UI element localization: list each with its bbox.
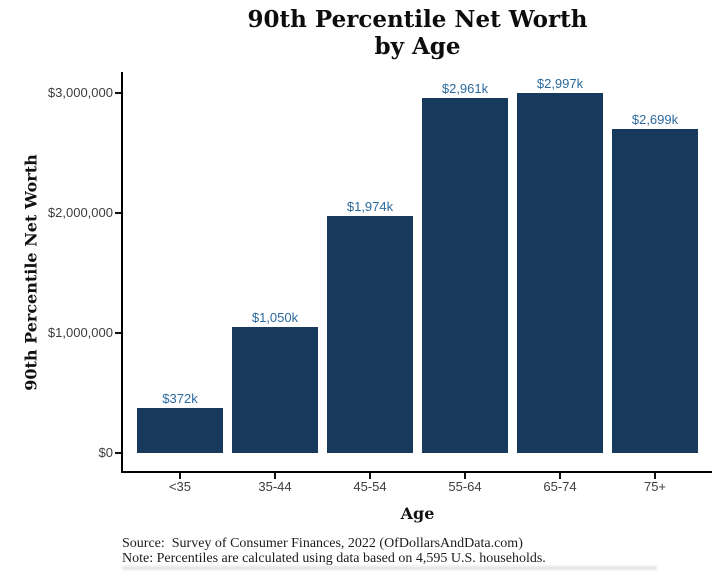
x-tick-label: 45-54: [353, 479, 387, 494]
bottom-blur-strip: [122, 566, 657, 570]
bar: [327, 216, 413, 453]
bar: [517, 93, 603, 453]
source-caption: Source: Survey of Consumer Finances, 202…: [122, 536, 523, 551]
x-tick-mark: [179, 473, 181, 479]
bar: [612, 129, 698, 453]
bar-value-label: $1,974k: [346, 199, 394, 214]
y-tick-label: $3,000,000: [47, 85, 113, 100]
chart-title-line1: 90th Percentile Net Worth: [247, 6, 588, 33]
bar: [422, 98, 508, 453]
y-tick-label: $1,000,000: [47, 325, 113, 340]
x-tick-label: <35: [168, 479, 192, 494]
x-tick-mark: [654, 473, 656, 479]
x-tick-mark: [464, 473, 466, 479]
x-tick-label: 35-44: [258, 479, 292, 494]
x-tick-mark: [274, 473, 276, 479]
x-axis-title: Age: [400, 504, 435, 523]
bar: [232, 327, 318, 453]
y-tick-mark: [115, 92, 121, 94]
note-caption: Note: Percentiles are calculated using d…: [122, 551, 546, 566]
y-tick-label: $2,000,000: [47, 205, 113, 220]
bar-value-label: $2,699k: [631, 112, 679, 127]
bar-value-label: $2,961k: [441, 81, 489, 96]
x-tick-mark: [559, 473, 561, 479]
x-tick-mark: [369, 473, 371, 479]
bar-value-label: $2,997k: [536, 76, 584, 91]
bar-value-label: $372k: [162, 391, 198, 406]
bar-value-label: $1,050k: [251, 310, 299, 325]
bar: [137, 408, 223, 453]
chart-title: 90th Percentile Net Worth by Age: [123, 6, 712, 60]
x-tick-label: 55-64: [448, 479, 482, 494]
y-tick-mark: [115, 212, 121, 214]
y-axis-title: 90th Percentile Net Worth: [21, 154, 41, 391]
x-tick-label: 75+: [643, 479, 667, 494]
chart-title-line2: by Age: [374, 33, 461, 60]
x-tick-label: 65-74: [543, 479, 577, 494]
x-axis-line: [121, 471, 712, 473]
y-tick-mark: [115, 332, 121, 334]
y-tick-label: $0: [98, 445, 113, 460]
y-axis-line: [121, 72, 123, 473]
y-tick-mark: [115, 452, 121, 454]
